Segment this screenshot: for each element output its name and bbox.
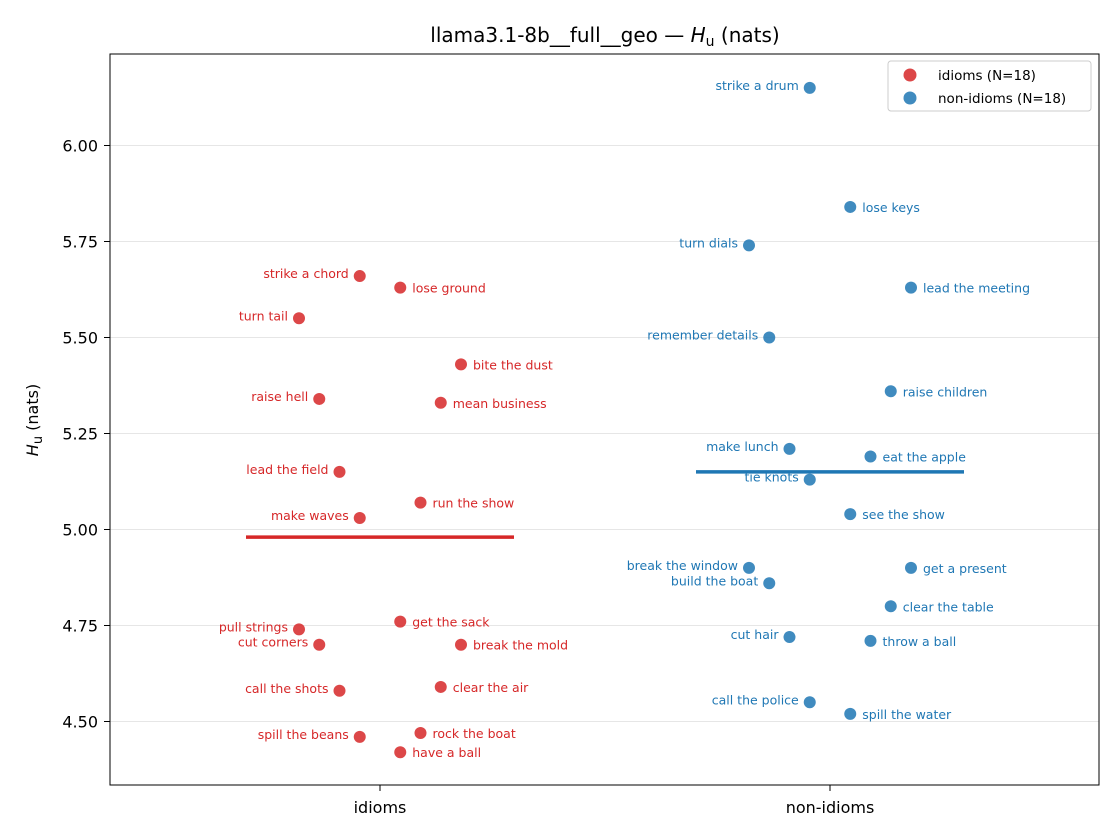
point-label: raise hell: [251, 389, 308, 404]
point-label: see the show: [862, 507, 945, 522]
data-point: [455, 638, 467, 651]
data-points: [293, 81, 917, 759]
legend: idioms (N=18) non-idioms (N=18): [887, 60, 1092, 112]
data-point: [394, 615, 407, 628]
data-point: [414, 496, 427, 509]
plot-frame: [109, 53, 1100, 786]
grid: [110, 145, 1099, 722]
data-point: [803, 473, 816, 486]
data-point: [333, 684, 346, 697]
point-label: strike a chord: [263, 266, 348, 281]
y-tick-label: 5.00: [62, 521, 98, 540]
data-point: [293, 312, 305, 325]
y-tick-label: 5.50: [62, 329, 98, 348]
data-point: [743, 561, 755, 574]
point-label: turn tail: [239, 308, 288, 323]
point-label: strike a drum: [715, 78, 798, 93]
data-point: [844, 200, 857, 213]
data-point: [864, 450, 877, 463]
legend-label-idioms: idioms (N=18): [938, 68, 1036, 84]
data-point: [844, 508, 857, 521]
data-point: [353, 730, 366, 743]
point-label: lead the field: [246, 462, 328, 477]
point-label: lose keys: [862, 200, 920, 215]
point-label: rock the boat: [433, 726, 516, 741]
data-point: [803, 81, 816, 94]
data-point: [905, 561, 917, 574]
point-label: lose ground: [412, 281, 486, 296]
point-label: get a present: [923, 561, 1007, 576]
point-label: lead the meeting: [923, 281, 1030, 296]
chart-title: llama3.1-8b__full__geo — Hu (nats): [430, 23, 779, 50]
point-label: clear the table: [903, 599, 994, 614]
data-point: [905, 281, 917, 294]
data-point: [844, 707, 857, 720]
data-point: [313, 392, 326, 405]
point-label: clear the air: [453, 680, 529, 695]
data-point: [293, 623, 305, 636]
point-label: break the mold: [473, 638, 568, 653]
point-label: have a ball: [412, 745, 481, 760]
data-point: [783, 631, 796, 644]
x-tick-label: non-idioms: [786, 798, 875, 817]
point-label: break the window: [627, 558, 738, 573]
data-point: [414, 727, 427, 740]
point-label: turn dials: [679, 235, 738, 250]
point-label: eat the apple: [883, 450, 967, 465]
data-point: [803, 696, 816, 709]
y-tick-label: 4.75: [62, 617, 98, 636]
legend-label-non-idioms: non-idioms (N=18): [938, 91, 1066, 107]
legend-box: [887, 60, 1092, 112]
point-label: remember details: [647, 328, 758, 343]
point-label: throw a ball: [883, 634, 957, 649]
point-label: make waves: [271, 508, 349, 523]
data-point: [313, 638, 326, 651]
point-label: make lunch: [706, 439, 778, 454]
point-label: build the boat: [671, 573, 758, 588]
mean-lines: [246, 470, 964, 539]
data-point: [763, 331, 776, 344]
point-label: cut hair: [731, 627, 780, 642]
point-label: run the show: [433, 496, 515, 511]
data-point: [333, 465, 346, 478]
data-point: [783, 442, 796, 455]
point-label: call the police: [712, 692, 799, 707]
legend-marker-non-idioms: [903, 91, 917, 105]
legend-marker-idioms: [903, 68, 917, 82]
y-tick-label: 6.00: [62, 137, 98, 156]
point-label: bite the dust: [473, 357, 553, 372]
point-labels: strike a chord lose ground turn tail bite t…: [219, 78, 1030, 760]
x-axis: idioms non-idioms: [354, 785, 875, 817]
data-point: [864, 634, 877, 647]
y-axis-title: Hu (nats): [23, 384, 46, 456]
point-label: get the sack: [412, 615, 490, 630]
data-point: [353, 270, 366, 283]
data-point: [434, 396, 447, 409]
point-label: mean business: [453, 396, 547, 411]
x-tick-label: idioms: [354, 798, 407, 817]
data-point: [884, 600, 897, 613]
data-point: [455, 358, 467, 371]
point-label: spill the water: [862, 707, 952, 722]
y-tick-label: 4.50: [62, 713, 98, 732]
y-tick-label: 5.25: [62, 425, 98, 444]
data-point: [353, 511, 366, 524]
data-point: [394, 746, 407, 759]
data-point: [884, 385, 897, 398]
point-label: spill the beans: [258, 727, 349, 742]
y-tick-label: 5.75: [62, 233, 98, 252]
point-label: pull strings: [219, 619, 288, 634]
point-label: tie knots: [744, 470, 798, 485]
point-label: raise children: [903, 384, 988, 399]
y-axis: 4.50 4.75 5.00 5.25 5.50 5.75 6.00: [62, 137, 110, 732]
data-point: [394, 281, 407, 294]
data-point: [743, 239, 755, 252]
data-point: [434, 680, 447, 693]
point-label: cut corners: [238, 635, 308, 650]
point-label: call the shots: [245, 681, 328, 696]
data-point: [763, 577, 776, 590]
